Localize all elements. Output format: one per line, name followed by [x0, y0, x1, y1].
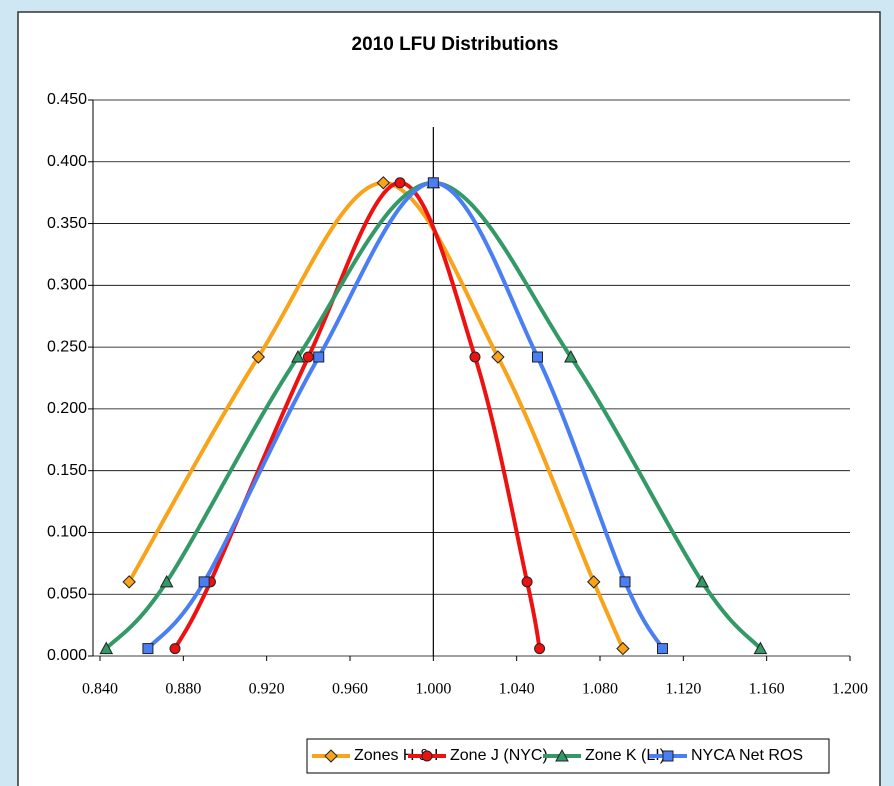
- data-point: [169, 643, 181, 655]
- legend-label: Zone K (LI): [585, 747, 665, 764]
- data-point: [521, 576, 533, 588]
- data-point: [532, 351, 543, 363]
- data-point: [198, 576, 210, 588]
- data-point: [657, 643, 668, 655]
- data-point: [427, 177, 439, 189]
- y-tick-label: 0.150: [47, 462, 87, 479]
- data-point: [469, 351, 481, 363]
- legend-label: Zone J (NYC): [450, 747, 548, 764]
- data-point: [251, 350, 266, 364]
- data-point: [291, 349, 305, 363]
- y-tick-label: 0.300: [47, 277, 87, 294]
- legend-marker: [421, 750, 433, 762]
- data-point: [695, 574, 709, 588]
- y-tick-label: 0.450: [47, 91, 87, 108]
- data-point: [619, 576, 631, 588]
- y-tick-label: 0.200: [47, 400, 87, 417]
- data-point: [159, 574, 174, 588]
- x-tick-label: 0.960: [332, 681, 368, 698]
- x-tick-label: 1.200: [832, 681, 868, 698]
- data-point: [534, 643, 546, 655]
- chart-title: 2010 LFU Distributions: [352, 34, 559, 55]
- x-tick-label: 1.080: [582, 681, 618, 698]
- y-tick-label: 0.350: [47, 215, 87, 232]
- x-tick-label: 1.120: [665, 681, 701, 698]
- data-point: [491, 350, 505, 364]
- chart-panel: [17, 11, 881, 786]
- data-point: [313, 351, 325, 363]
- legend-label: NYCA Net ROS: [691, 747, 803, 764]
- y-tick-label: 0.400: [47, 153, 87, 170]
- data-point: [122, 575, 136, 589]
- legend-label: Zones H & I: [354, 747, 438, 764]
- legend-marker: [324, 749, 338, 763]
- x-tick-label: 0.880: [165, 681, 201, 698]
- x-tick-label: 0.920: [249, 681, 285, 698]
- data-point: [587, 575, 601, 589]
- x-tick-label: 0.840: [82, 681, 118, 698]
- data-point: [563, 349, 578, 363]
- legend-marker: [662, 750, 674, 762]
- y-tick-label: 0.250: [47, 338, 87, 355]
- y-tick-label: 0.050: [47, 585, 87, 602]
- y-tick-label: 0.100: [47, 524, 87, 541]
- y-tick-label: 0.000: [47, 647, 87, 664]
- data-point: [753, 641, 768, 655]
- data-point: [616, 641, 630, 656]
- data-point: [394, 177, 406, 189]
- data-point: [302, 351, 314, 363]
- x-tick-label: 1.160: [749, 681, 785, 698]
- data-point: [99, 641, 114, 655]
- data-point: [142, 643, 154, 655]
- series-line: [127, 180, 625, 650]
- legend-marker: [555, 748, 569, 762]
- x-tick-label: 1.040: [499, 681, 535, 698]
- x-tick-label: 1.000: [415, 681, 451, 698]
- data-point: [376, 176, 391, 190]
